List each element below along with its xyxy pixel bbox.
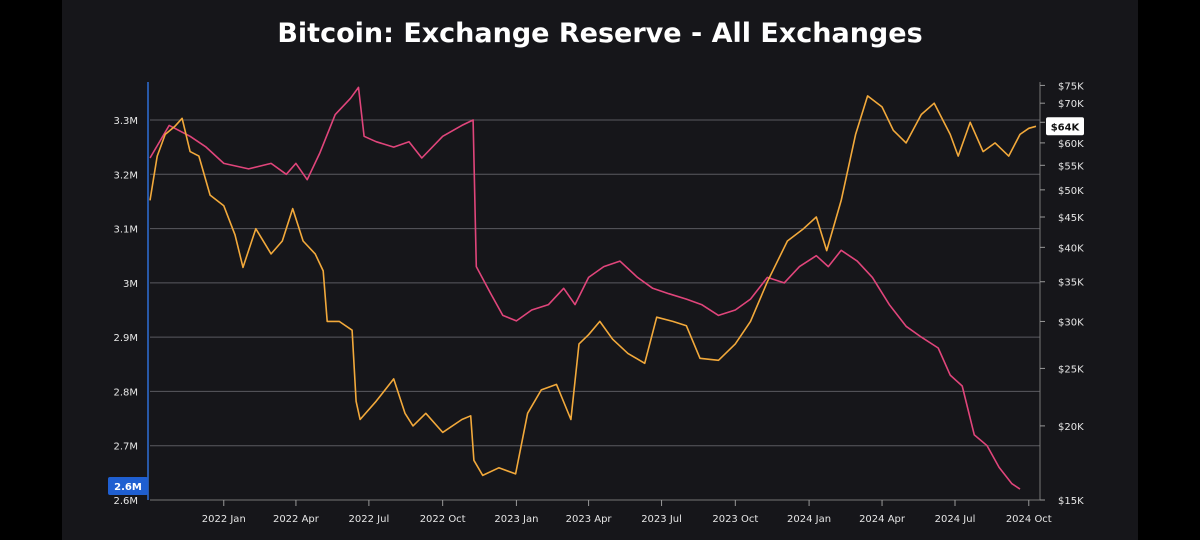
reserve-current-label: 2.6M (114, 482, 142, 493)
right-tick-label: $75K (1058, 81, 1084, 92)
left-tick-label: 3.1M (113, 225, 138, 236)
x-tick-label: 2022 Apr (273, 514, 320, 525)
x-tick-label: 2023 Oct (712, 514, 758, 525)
right-tick-label: $55K (1058, 161, 1084, 172)
series-line-price (149, 95, 1037, 477)
left-tick-label: 3.2M (113, 170, 138, 181)
x-tick-label: 2024 Jul (935, 514, 976, 525)
price-current-badge (1046, 117, 1084, 136)
x-tick-label: 2022 Oct (420, 514, 466, 525)
right-tick-label: $60K (1058, 139, 1084, 150)
tick-labels: 2.6M 2.7M 2.8M 2.9M 3M 3.1M 3.2M 3.3M $15K $20K $2… (113, 81, 1084, 525)
axes (147, 82, 1045, 506)
right-tick-label: $40K (1058, 243, 1084, 254)
left-tick-label: 2.8M (113, 387, 138, 398)
grid (150, 119, 1040, 501)
value-badges: 2.6M $64K (108, 117, 1084, 495)
x-tick-label: 2024 Jan (787, 514, 831, 525)
series-line-reserve (149, 86, 1021, 490)
x-tick-label: 2024 Apr (859, 514, 906, 525)
x-tick-label: 2022 Jul (349, 514, 390, 525)
right-tick-label: $30K (1058, 317, 1084, 328)
left-tick-label: 2.7M (113, 442, 138, 453)
right-tick-label: $70K (1058, 99, 1084, 110)
right-tick-label: $45K (1058, 213, 1084, 224)
reserve-current-badge (108, 477, 148, 495)
price-current-label: $64K (1051, 122, 1081, 133)
x-tick-label: 2022 Jan (202, 514, 246, 525)
left-tick-label: 2.6M (113, 496, 138, 507)
x-tick-label: 2023 Jan (494, 514, 538, 525)
left-tick-label: 2.9M (113, 333, 138, 344)
series-layer (149, 86, 1037, 490)
right-tick-label: $35K (1058, 278, 1084, 289)
left-tick-label: 3M (123, 279, 138, 290)
chart-title: Bitcoin: Exchange Reserve - All Exchange… (277, 18, 923, 49)
right-tick-label: $15K (1058, 496, 1084, 507)
left-tick-label: 3.3M (113, 116, 138, 127)
right-tick-label: $20K (1058, 422, 1084, 433)
right-tick-label: $25K (1058, 364, 1084, 375)
x-tick-label: 2023 Apr (566, 514, 613, 525)
x-tick-label: 2024 Oct (1006, 514, 1052, 525)
right-tick-label: $50K (1058, 186, 1084, 197)
x-tick-label: 2023 Jul (641, 514, 682, 525)
